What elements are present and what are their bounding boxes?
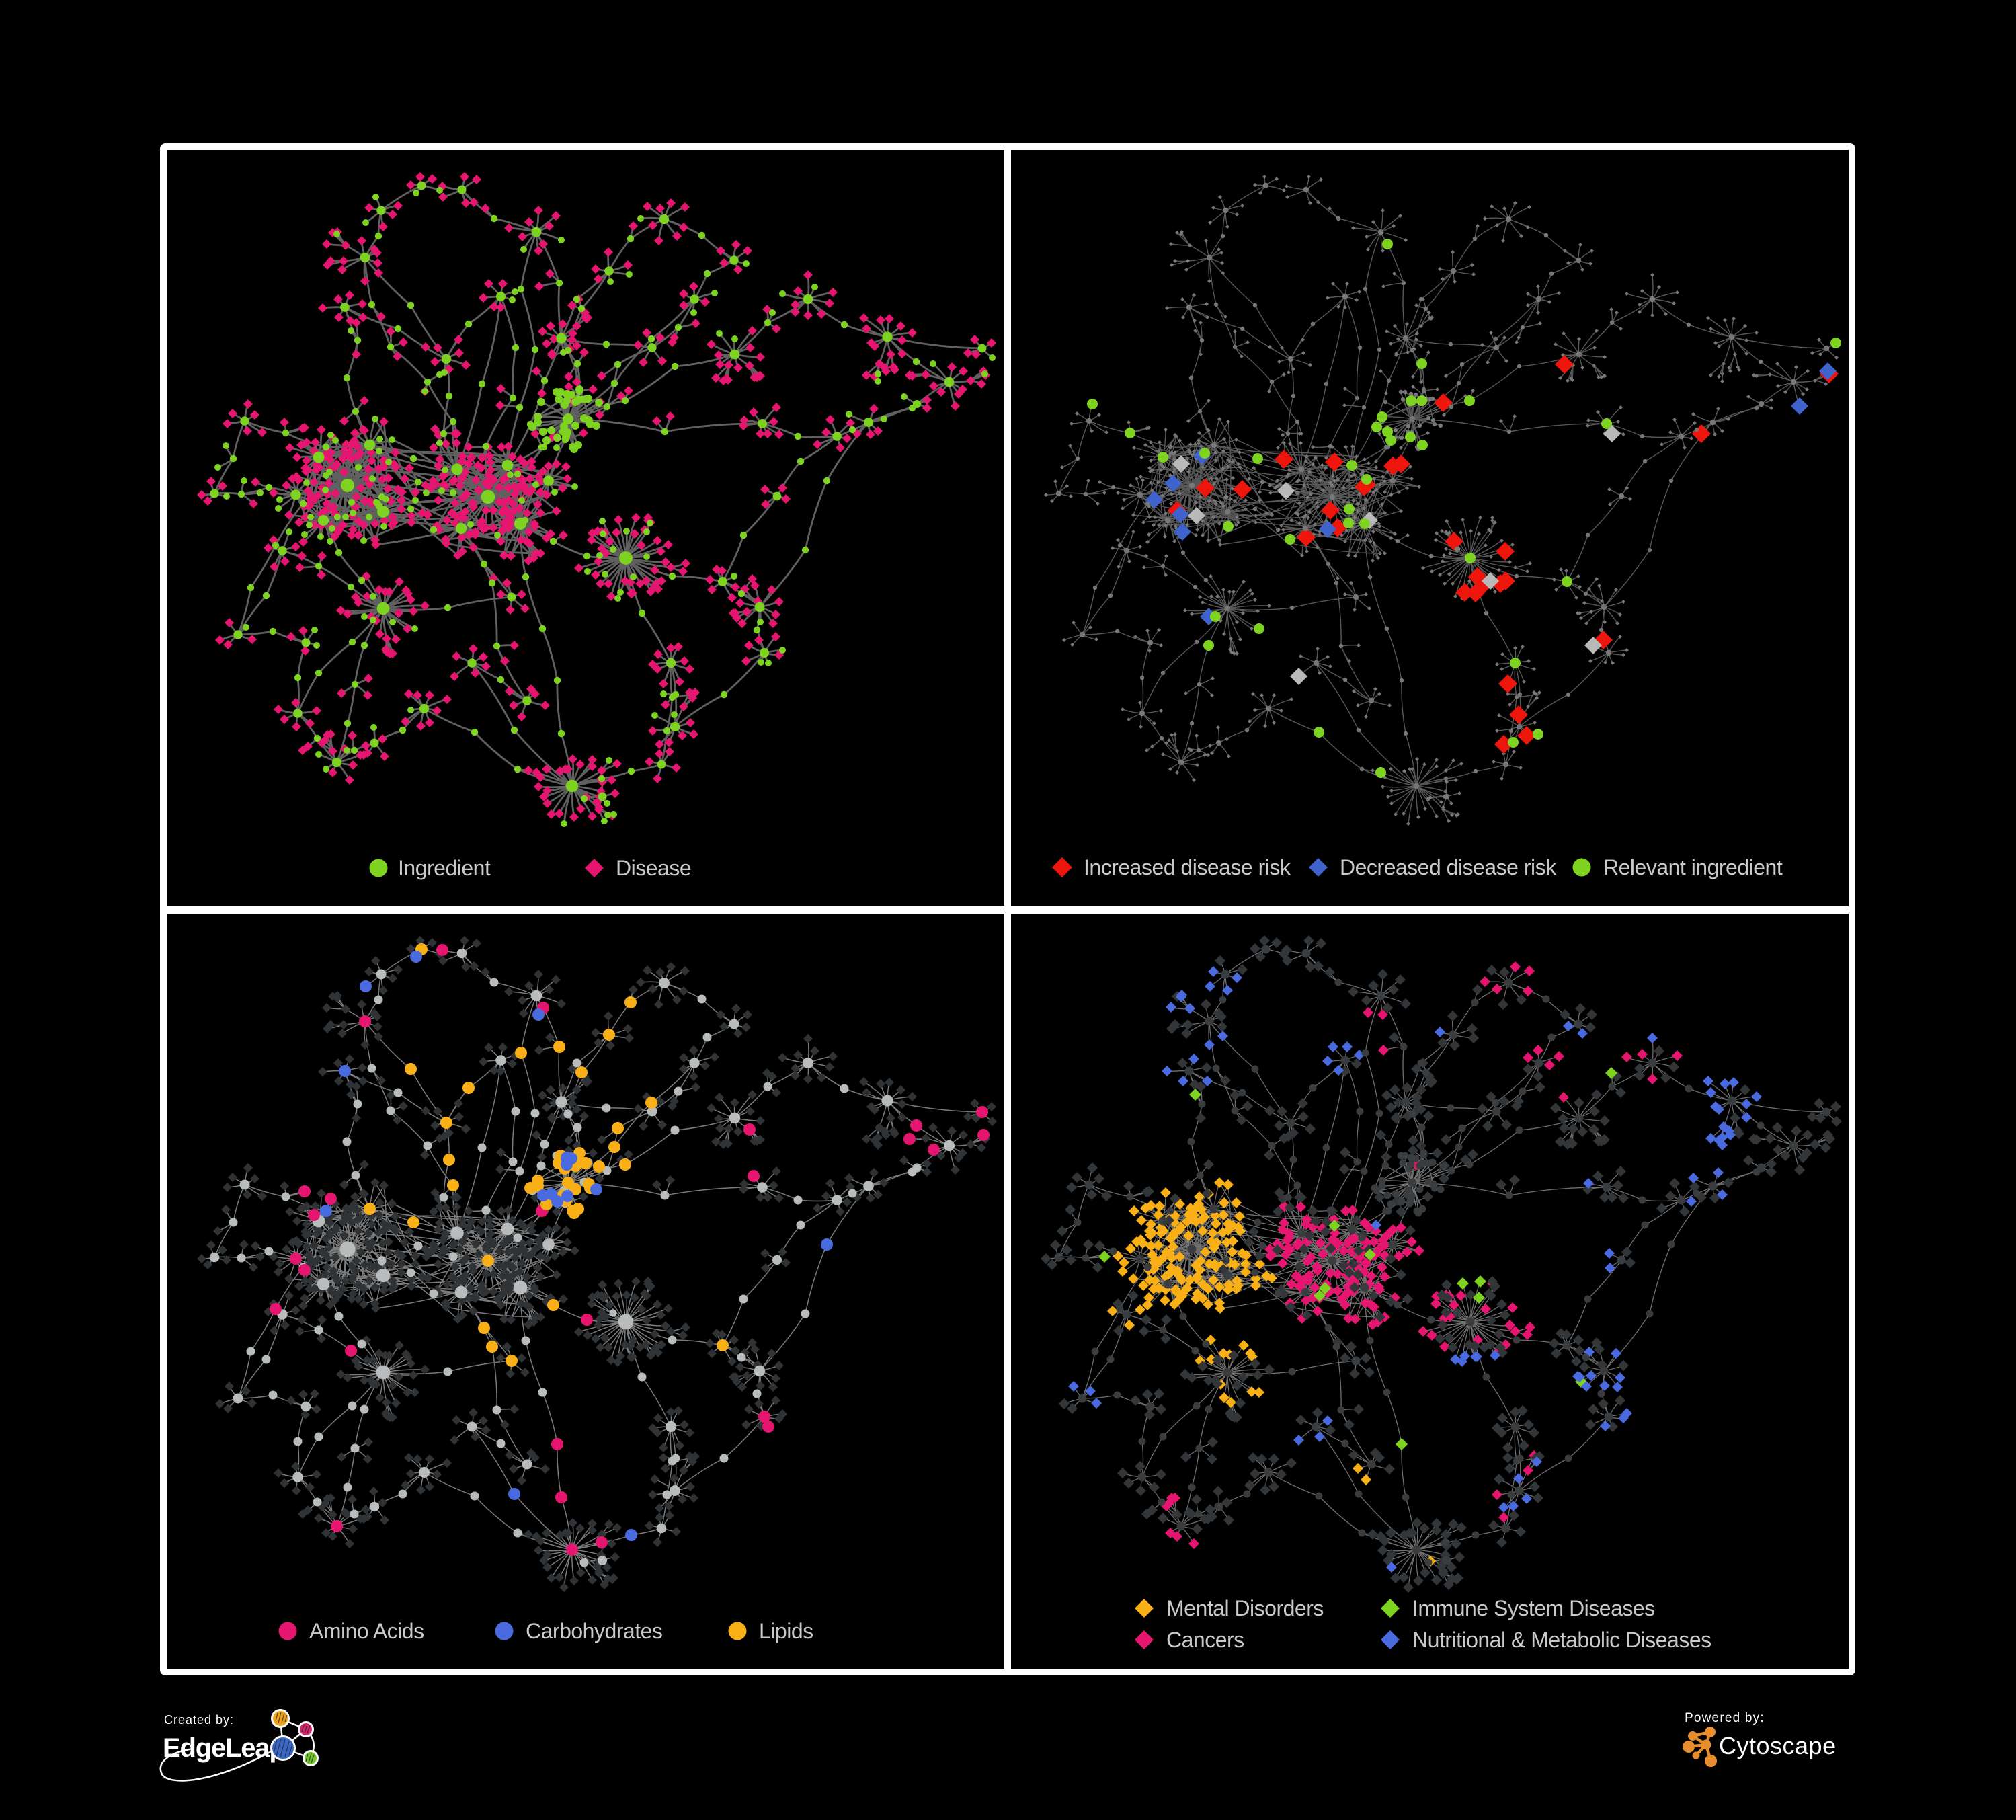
svg-text:Disease: Disease	[616, 856, 691, 880]
svg-text:Increased disease risk: Increased disease risk	[1084, 855, 1291, 879]
svg-text:Powered by:: Powered by:	[1685, 1711, 1765, 1725]
svg-text:Cytoscape: Cytoscape	[1719, 1732, 1837, 1759]
svg-text:Cancers: Cancers	[1166, 1628, 1244, 1652]
svg-text:Mental Disorders: Mental Disorders	[1166, 1596, 1324, 1620]
svg-text:Immune System Diseases: Immune System Diseases	[1412, 1596, 1655, 1620]
svg-text:Nutritional & Metabolic Diseas: Nutritional & Metabolic Diseases	[1412, 1628, 1711, 1652]
svg-text:Created by:: Created by:	[164, 1713, 234, 1727]
svg-text:Carbohydrates: Carbohydrates	[526, 1619, 662, 1643]
svg-text:Decreased disease risk: Decreased disease risk	[1340, 855, 1557, 879]
svg-text:Lipids: Lipids	[759, 1619, 813, 1643]
svg-text:Amino Acids: Amino Acids	[309, 1619, 424, 1643]
svg-text:Relevant ingredient: Relevant ingredient	[1603, 855, 1783, 879]
svg-text:EdgeLeap: EdgeLeap	[163, 1733, 285, 1763]
svg-text:Ingredient: Ingredient	[398, 856, 491, 880]
